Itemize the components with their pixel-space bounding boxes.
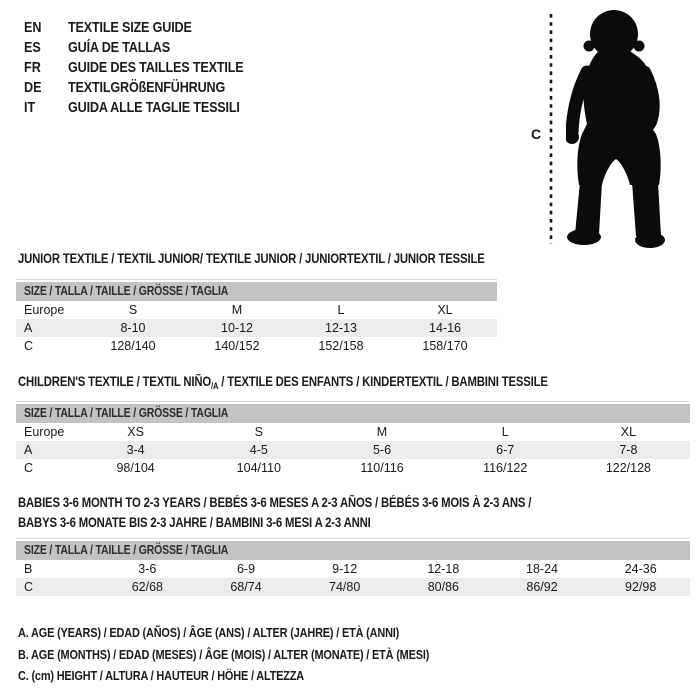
- cell: L: [337, 303, 345, 317]
- cell: 4-5: [249, 443, 268, 457]
- language-code: EN: [24, 19, 42, 36]
- table-row: B 3-6 6-9 9-12 12-18 18-24 24-36: [16, 560, 690, 578]
- language-code: IT: [24, 99, 36, 116]
- cell: XS: [127, 425, 144, 439]
- table-row: C 62/68 68/74 74/80 80/86 86/92 92/98: [16, 578, 690, 596]
- language-row-en: EN TEXTILE SIZE GUIDE: [24, 18, 277, 38]
- language-code: ES: [24, 39, 41, 56]
- language-label: GUIDA ALLE TAGLIE TESSILI: [68, 99, 240, 116]
- cell: 140/152: [214, 339, 260, 353]
- cell: S: [128, 303, 138, 317]
- cell: 128/140: [110, 339, 156, 353]
- language-list: EN TEXTILE SIZE GUIDE ES GUÍA DE TALLAS FR…: [24, 18, 277, 118]
- footnote-a: A. AGE (YEARS) / EDAD (AÑOS) / ÂGE (ANS)…: [18, 625, 400, 640]
- language-label: TEXTILE SIZE GUIDE: [68, 19, 192, 36]
- cell: 12-13: [325, 321, 357, 335]
- table-row: A 8-10 10-12 12-13 14-16: [16, 319, 497, 337]
- cell: 3-4: [126, 443, 145, 457]
- language-row-es: ES GUÍA DE TALLAS: [24, 38, 277, 58]
- height-measure-label: C: [531, 126, 542, 142]
- cell: 116/122: [483, 461, 528, 475]
- cell: M: [376, 425, 388, 439]
- cell: 92/98: [625, 580, 657, 594]
- language-row-de: DE TEXTILGRÖßENFÜHRUNG: [24, 78, 277, 98]
- cell: 24-36: [624, 562, 657, 576]
- row-label: B: [24, 562, 33, 576]
- children-size-table: SIZE / TALLA / TAILLE / GRÖSSE / TAGLIA …: [16, 401, 690, 477]
- cell: 80/86: [427, 580, 459, 594]
- row-label: Europe: [24, 303, 65, 317]
- cell: 86/92: [526, 580, 558, 594]
- cell: 9-12: [332, 562, 358, 576]
- junior-size-table: SIZE / TALLA / TAILLE / GRÖSSE / TAGLIA …: [16, 279, 497, 355]
- babies-size-table: SIZE / TALLA / TAILLE / GRÖSSE / TAGLIA …: [16, 538, 690, 596]
- dotted-measure-line-icon: [549, 14, 553, 244]
- subscript: /A: [211, 381, 219, 391]
- row-label: C: [24, 580, 34, 594]
- cell: 14-16: [429, 321, 461, 335]
- language-label: GUIDE DES TAILLES TEXTILE: [68, 59, 244, 76]
- row-label: A: [24, 321, 33, 335]
- cell: 5-6: [372, 443, 392, 457]
- cell: 152/158: [318, 339, 364, 353]
- cell: 158/170: [422, 339, 468, 353]
- language-label: GUÍA DE TALLAS: [68, 39, 170, 56]
- row-label: A: [24, 443, 33, 457]
- cell: M: [231, 303, 243, 317]
- cell: 7-8: [619, 443, 638, 457]
- table-header: SIZE / TALLA / TAILLE / GRÖSSE / TAGLIA: [16, 404, 690, 423]
- language-row-it: IT GUIDA ALLE TAGLIE TESSILI: [24, 98, 277, 118]
- language-label: TEXTILGRÖßENFÜHRUNG: [68, 79, 226, 96]
- children-section-title: CHILDREN'S TEXTILE / TEXTIL NIÑO/A / TEX…: [18, 374, 548, 391]
- cell: 110/116: [360, 461, 404, 475]
- cell: 8-10: [120, 321, 146, 335]
- table-row: Europe S M L XL: [16, 301, 497, 319]
- table-row: A 3-4 4-5 5-6 6-7 7-8: [16, 441, 690, 459]
- table-row: C 98/104 104/110 110/116 116/122 122/128: [16, 459, 690, 477]
- cell: 62/68: [131, 580, 163, 594]
- table-row: Europe XS S M L XL: [16, 423, 690, 441]
- cell: 12-18: [427, 562, 460, 576]
- footnote-c: C. (cm) HEIGHT / ALTURA / HAUTEUR / HÖHE…: [18, 668, 305, 683]
- babies-section-title-line2: BABYS 3-6 MONATE BIS 2-3 JAHRE / BAMBINI…: [18, 515, 371, 530]
- baby-silhouette-icon: [566, 10, 665, 248]
- cell: S: [254, 425, 263, 439]
- cell: 18-24: [526, 562, 559, 576]
- table-header: SIZE / TALLA / TAILLE / GRÖSSE / TAGLIA: [16, 282, 497, 301]
- row-label: C: [24, 339, 34, 353]
- table-row: C 128/140 140/152 152/158 158/170: [16, 337, 497, 355]
- babies-section-title-line1: BABIES 3-6 MONTH TO 2-3 YEARS / BEBÉS 3-…: [18, 495, 532, 510]
- row-label: C: [24, 461, 34, 475]
- footnote-b: B. AGE (MONTHS) / EDAD (MESES) / ÂGE (MO…: [18, 646, 430, 662]
- cell: 10-12: [221, 321, 253, 335]
- cell: 68/74: [230, 580, 262, 594]
- junior-section-title: JUNIOR TEXTILE / TEXTIL JUNIOR/ TEXTILE …: [18, 251, 485, 266]
- cell: 3-6: [138, 562, 157, 576]
- cell: 104/110: [236, 461, 281, 475]
- cell: 74/80: [329, 580, 361, 594]
- row-label: Europe: [24, 425, 65, 439]
- language-code: DE: [24, 79, 42, 96]
- cell: XL: [620, 425, 637, 439]
- footnotes: A. AGE (YEARS) / EDAD (AÑOS) / ÂGE (ANS)…: [18, 622, 508, 687]
- language-code: FR: [24, 59, 41, 76]
- cell: 6-7: [496, 443, 515, 457]
- cell: XL: [437, 303, 453, 317]
- table-header: SIZE / TALLA / TAILLE / GRÖSSE / TAGLIA: [16, 541, 690, 560]
- cell: 122/128: [605, 461, 651, 475]
- language-row-fr: FR GUIDE DES TAILLES TEXTILE: [24, 58, 277, 78]
- cell: 98/104: [116, 461, 155, 475]
- cell: L: [501, 425, 509, 439]
- cell: 6-9: [236, 562, 256, 576]
